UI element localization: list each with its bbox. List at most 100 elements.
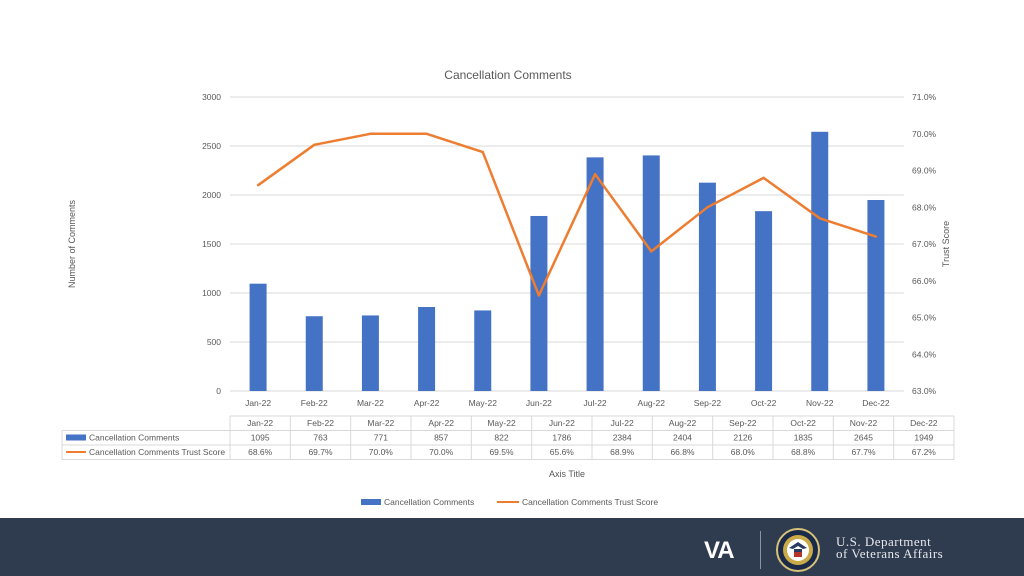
bar bbox=[361, 315, 379, 391]
table-cell: 1835 bbox=[794, 433, 813, 443]
table-header-cell: Jun-22 bbox=[549, 418, 575, 428]
y-right-axis-title: Trust Score bbox=[941, 221, 951, 267]
trust-score-point bbox=[313, 143, 316, 146]
table-cell: 69.7% bbox=[308, 447, 333, 457]
bar bbox=[249, 283, 267, 391]
table-cell: 70.0% bbox=[429, 447, 454, 457]
trust-score-line bbox=[257, 132, 877, 297]
table-cell: 65.6% bbox=[550, 447, 575, 457]
table-header-cell: Jul-22 bbox=[611, 418, 634, 428]
x-tick-label: Jan-22 bbox=[245, 398, 271, 408]
trust-score-point bbox=[706, 206, 709, 209]
table-header-cell: Sep-22 bbox=[729, 418, 757, 428]
y-left-tick-label: 3000 bbox=[202, 92, 221, 102]
va-logo: VA bbox=[704, 537, 735, 564]
bar bbox=[586, 157, 604, 391]
bar bbox=[305, 316, 323, 391]
bar bbox=[474, 310, 492, 391]
x-tick-label: Feb-22 bbox=[301, 398, 328, 408]
legend-label: Cancellation Comments Trust Score bbox=[522, 497, 658, 507]
y-left-tick-label: 2000 bbox=[202, 190, 221, 200]
chart-title: Cancellation Comments bbox=[444, 68, 571, 82]
y-right-tick-label: 66.0% bbox=[912, 276, 937, 286]
combo-chart: Cancellation Comments 0 500 1000 1500 2000 250… bbox=[61, 68, 955, 507]
bar bbox=[530, 215, 548, 391]
x-tick-label: Oct-22 bbox=[751, 398, 777, 408]
y-left-tick-label: 500 bbox=[207, 337, 221, 347]
y-left-axis-title: Number of Comments bbox=[67, 199, 77, 288]
footer-divider bbox=[760, 531, 761, 569]
y-left-tick-label: 2500 bbox=[202, 141, 221, 151]
table-cell: 763 bbox=[313, 433, 327, 443]
table-cell: 68.9% bbox=[610, 447, 635, 457]
table-header-cell: Jan-22 bbox=[247, 418, 273, 428]
trust-score-point bbox=[481, 150, 484, 154]
table-header-cell: Mar-22 bbox=[367, 418, 394, 428]
y-left-tick-label: 0 bbox=[216, 386, 221, 396]
x-tick-label: Mar-22 bbox=[357, 398, 384, 408]
trust-score-point bbox=[874, 235, 878, 238]
table-cell: 69.5% bbox=[489, 447, 514, 457]
table-cell: 1949 bbox=[914, 433, 933, 443]
table-cell: 68.6% bbox=[248, 447, 273, 457]
trust-score-point bbox=[369, 132, 372, 135]
trust-score-point bbox=[425, 132, 428, 135]
table-row-label: Cancellation Comments bbox=[89, 433, 179, 443]
va-seal-icon bbox=[776, 528, 820, 572]
table-cell: 68.0% bbox=[731, 447, 756, 457]
table-cell: 67.7% bbox=[851, 447, 876, 457]
table-cell: 857 bbox=[434, 433, 448, 443]
y-right-tick-label: 70.0% bbox=[912, 129, 937, 139]
trust-score-point bbox=[650, 250, 653, 253]
trust-score-point bbox=[537, 294, 541, 297]
table-header-cell: Dec-22 bbox=[910, 418, 938, 428]
trust-score-point bbox=[256, 184, 260, 187]
table-cell: 68.8% bbox=[791, 447, 816, 457]
y-right-tick-label: 64.0% bbox=[912, 349, 937, 359]
y-right-tick-label: 69.0% bbox=[912, 166, 937, 176]
table-header-cell: Feb-22 bbox=[307, 418, 334, 428]
table-header-cell: Nov-22 bbox=[850, 418, 878, 428]
bar bbox=[698, 182, 716, 391]
y-right-tick-label: 68.0% bbox=[912, 202, 937, 212]
table-cell: 2645 bbox=[854, 433, 873, 443]
table-cell: 822 bbox=[494, 433, 508, 443]
x-tick-label: Apr-22 bbox=[414, 398, 440, 408]
department-name-line1: U.S. Department bbox=[836, 534, 932, 549]
x-tick-label: May-22 bbox=[469, 398, 498, 408]
bar bbox=[418, 307, 436, 391]
y-left-tick-label: 1500 bbox=[202, 239, 221, 249]
x-tick-label: Aug-22 bbox=[638, 398, 666, 408]
table-header-cell: Oct-22 bbox=[790, 418, 816, 428]
x-tick-label: Jul-22 bbox=[584, 398, 607, 408]
x-tick-label: Jun-22 bbox=[526, 398, 552, 408]
table-header-cell: Aug-22 bbox=[669, 418, 697, 428]
bar bbox=[642, 155, 660, 391]
y-right-tick-label: 67.0% bbox=[912, 239, 937, 249]
table-cell: 2126 bbox=[733, 433, 752, 443]
bar bbox=[811, 131, 829, 392]
y-left-tick-label: 1000 bbox=[202, 288, 221, 298]
table-cell: 67.2% bbox=[912, 447, 937, 457]
department-name: U.S. Department of Veterans Affairs bbox=[836, 534, 944, 561]
table-header-cell: May-22 bbox=[487, 418, 516, 428]
x-tick-label: Nov-22 bbox=[806, 398, 834, 408]
table-header-cell: Apr-22 bbox=[428, 418, 454, 428]
table-cell: 771 bbox=[374, 433, 388, 443]
table-cell: 2384 bbox=[613, 433, 632, 443]
table-cell: 70.0% bbox=[369, 447, 394, 457]
trust-score-point bbox=[818, 217, 821, 220]
bar bbox=[867, 199, 885, 391]
x-tick-label: Dec-22 bbox=[862, 398, 890, 408]
trust-score-point bbox=[762, 176, 765, 180]
y-right-tick-label: 65.0% bbox=[912, 313, 937, 323]
table-cell: 1095 bbox=[251, 433, 270, 443]
legend-label: Cancellation Comments bbox=[384, 497, 474, 507]
bar bbox=[755, 211, 773, 391]
trust-score-point bbox=[593, 172, 597, 176]
footer-bar bbox=[0, 518, 1024, 576]
x-tick-label: Sep-22 bbox=[694, 398, 722, 408]
legend-key-bar bbox=[361, 499, 381, 505]
y-right-tick-label: 63.0% bbox=[912, 386, 937, 396]
department-name-line2: of Veterans Affairs bbox=[836, 546, 944, 561]
